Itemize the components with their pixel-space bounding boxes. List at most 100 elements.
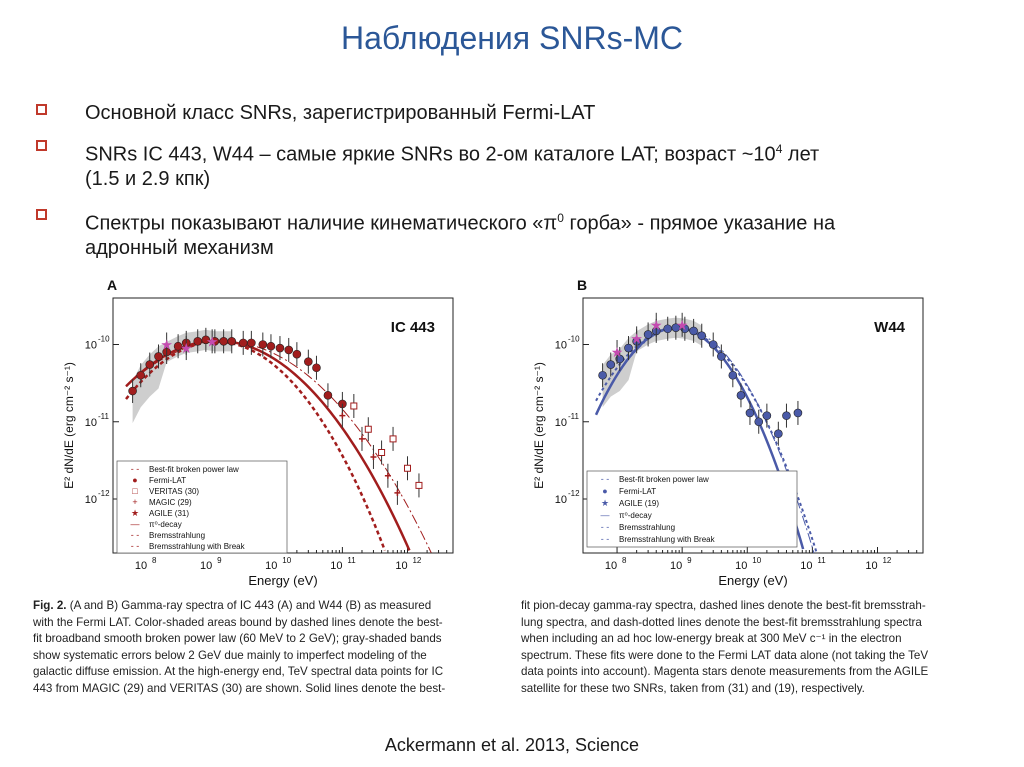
- y-axis-label: E² dN/dE (erg cm⁻² s⁻¹): [62, 362, 76, 489]
- caption-line: data points into account). Magenta stars…: [521, 665, 929, 678]
- x-tick-label: 10: [135, 560, 147, 572]
- legend-symbol: - -: [601, 522, 610, 532]
- fermi-lat-point: [128, 386, 137, 396]
- fermi-lat-point: [671, 323, 681, 333]
- legend-symbol: - -: [131, 541, 140, 551]
- fermi-lat-point: [598, 370, 607, 380]
- y-tick-label: 10: [85, 494, 97, 506]
- bremsstrahlung-curve: [595, 327, 818, 554]
- veritas-30--point: [415, 481, 423, 489]
- bullet-2-line-1: SNRs IC 443, W44 – самые яркие SNRs во 2…: [85, 142, 820, 166]
- bullet-3-line-1: Спектры показывают наличие кинематическо…: [85, 211, 836, 235]
- caption-line: when including an ad hoc low-energy brea…: [521, 632, 902, 645]
- legend-symbol: —: [601, 510, 610, 520]
- x-tick-label: 10: [735, 560, 747, 572]
- legend-entry: Bremsstrahlung with Break: [149, 542, 246, 551]
- square-bullet-icon: [36, 140, 47, 151]
- fermi-lat-point: [284, 345, 294, 355]
- x-axis-label: Energy (eV): [718, 573, 787, 588]
- legend-entry: Fermi-LAT: [619, 487, 656, 496]
- x-tick-label: 10: [395, 560, 407, 572]
- legend-symbol: - -: [131, 464, 140, 474]
- fermi-lat-point: [697, 331, 707, 341]
- panel-letter: A: [107, 277, 117, 293]
- fermi-lat-point: [615, 354, 625, 364]
- fermi-lat-point: [266, 341, 276, 351]
- x-tick-exponent: 10: [282, 556, 291, 565]
- x-tick-exponent: 9: [687, 556, 692, 565]
- x-tick-exponent: 10: [752, 556, 761, 565]
- square-bullet-icon: [36, 209, 47, 220]
- caption-line: satellite for these two SNRs, taken from…: [521, 681, 865, 695]
- fermi-lat-point: [717, 352, 726, 361]
- legend-entry: MAGIC (29): [149, 498, 192, 507]
- x-tick-label: 10: [865, 560, 877, 572]
- fermi-lat-point: [643, 330, 653, 339]
- y-tick-exponent: -12: [98, 489, 110, 498]
- magic-29--point: [358, 435, 365, 442]
- legend-symbol: ★: [601, 498, 609, 508]
- x-tick-exponent: 9: [217, 556, 222, 565]
- veritas-30--point: [403, 464, 411, 472]
- caption-line: spectrum. These fits were done to the Fe…: [521, 648, 929, 662]
- fermi-lat-point: [782, 411, 791, 420]
- fermi-lat-point: [258, 340, 268, 349]
- legend-symbol: —: [131, 519, 140, 529]
- magic-29--point: [384, 472, 391, 479]
- fermi-lat-point: [193, 337, 203, 346]
- legend-entry: Best-fit broken power law: [619, 475, 709, 484]
- legend-box: [116, 460, 288, 554]
- legend-entry: AGILE (19): [619, 499, 659, 508]
- fermi-lat-point: [304, 357, 313, 366]
- fermi-lat-point: [728, 370, 738, 380]
- caption-line: fit broadband smooth broken power law (6…: [33, 632, 442, 645]
- fermi-lat-point: [606, 360, 616, 369]
- legend-entry: π⁰-decay: [619, 511, 652, 520]
- fermi-lat-point: [736, 391, 746, 400]
- fermi-lat-point: [312, 363, 321, 373]
- fermi-lat-point: [762, 411, 772, 420]
- y-tick-label: 10: [555, 340, 567, 352]
- y-tick-exponent: -11: [568, 412, 580, 421]
- y-tick-label: 10: [85, 340, 97, 352]
- fermi-lat-point: [247, 338, 256, 348]
- legend-symbol: - -: [601, 534, 610, 544]
- agile-19--point: ★: [630, 330, 643, 346]
- x-tick-label: 10: [265, 560, 277, 572]
- fermi-lat-point: [708, 340, 718, 349]
- caption-line: galactic diffuse emission. At the high-e…: [33, 665, 444, 678]
- pion-decay-curve: [125, 339, 411, 551]
- panel-letter: B: [577, 277, 587, 293]
- fermi-lat-point: [173, 341, 183, 351]
- legend-entry: VERITAS (30): [149, 487, 199, 496]
- x-tick-label: 10: [605, 560, 617, 572]
- agile-19--point: ★: [650, 317, 663, 333]
- slide-title: Наблюдения SNRs-MC: [341, 20, 683, 56]
- agile-31--point: ★: [206, 333, 219, 349]
- fermi-lat-point: [793, 408, 803, 418]
- legend-entry: Bremsstrahlung: [619, 523, 675, 532]
- caption-label: Fig. 2.: [33, 599, 70, 612]
- magic-29--point: [370, 453, 377, 460]
- x-tick-label: 10: [800, 560, 812, 572]
- legend-entry: Fermi-LAT: [149, 476, 186, 485]
- fermi-lat-point: [323, 391, 333, 400]
- panel-label: W44: [874, 319, 906, 336]
- veritas-30--point: [350, 402, 358, 410]
- veritas-30--point: [378, 448, 386, 456]
- fermi-lat-point: [201, 335, 211, 345]
- caption-line: show systematic errors below 2 GeV due m…: [33, 648, 427, 662]
- fermi-lat-point: [689, 326, 698, 336]
- y-tick-exponent: -10: [568, 335, 580, 344]
- fermi-lat-point: [210, 337, 220, 346]
- fermi-lat-point: [227, 337, 237, 346]
- x-tick-label: 10: [670, 560, 682, 572]
- caption-column-2: fit pion-decay gamma-ray spectra, dashed…: [521, 598, 991, 697]
- x-tick-label: 10: [330, 560, 342, 572]
- fermi-lat-point: [136, 370, 146, 380]
- fermi-lat-point: [745, 408, 755, 418]
- legend-box: [586, 470, 798, 548]
- x-tick-exponent: 8: [152, 556, 157, 565]
- veritas-30--point: [364, 425, 372, 433]
